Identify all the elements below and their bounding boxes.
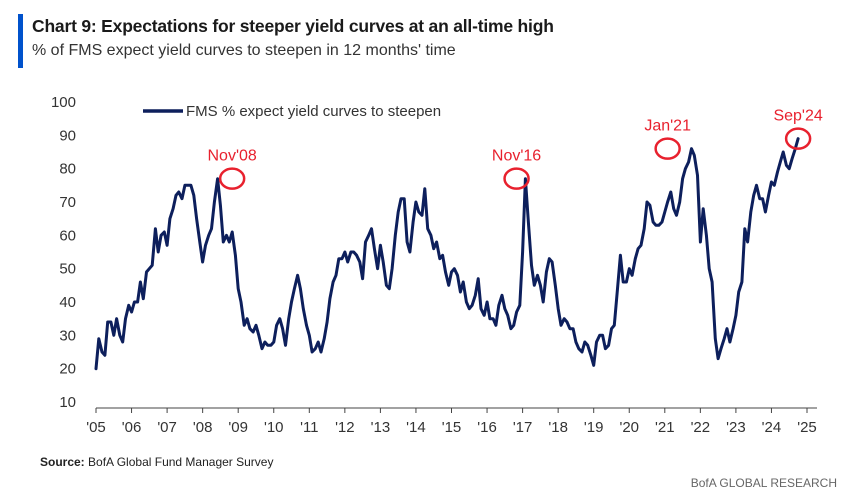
series-line — [94, 137, 800, 371]
x-tick-label: '12 — [335, 419, 355, 436]
x-tick-label: '14 — [406, 419, 426, 436]
y-tick-label: 60 — [59, 227, 76, 244]
y-tick-label: 20 — [59, 361, 76, 378]
annotation-circle — [218, 167, 246, 190]
x-tick-label: '16 — [477, 419, 497, 436]
x-tick-label: '05 — [86, 419, 106, 436]
annotation-label: Nov'08 — [208, 148, 257, 165]
legend-label: FMS % expect yield curves to steepen — [186, 103, 441, 120]
x-tick-label: '20 — [619, 419, 639, 436]
x-tick-label: '25 — [797, 419, 817, 436]
x-tick-label: '08 — [193, 419, 213, 436]
y-tick-label: 30 — [59, 327, 76, 344]
annotation-circle — [784, 127, 812, 150]
chart-title: Chart 9: Expectations for steeper yield … — [32, 16, 554, 36]
legend: FMS % expect yield curves to steepen — [143, 103, 441, 120]
y-tick-label: 90 — [59, 127, 76, 144]
source-label: Source: — [40, 455, 85, 469]
y-tick-label: 40 — [59, 294, 76, 311]
y-tick-label: 10 — [59, 394, 76, 411]
x-tick-label: '17 — [513, 419, 533, 436]
annotation-label: Sep'24 — [773, 108, 822, 125]
x-tick-label: '09 — [228, 419, 248, 436]
brand-footer: BofA GLOBAL RESEARCH — [690, 476, 837, 490]
annotation-label: Jan'21 — [644, 118, 691, 135]
title-accent-bar — [18, 14, 23, 68]
x-tick-label: '07 — [157, 419, 177, 436]
y-tick-label: 70 — [59, 194, 76, 211]
annotation-circle — [654, 137, 681, 160]
x-tick-label: '21 — [655, 419, 675, 436]
chart-subtitle: % of FMS expect yield curves to steepen … — [32, 42, 456, 59]
y-axis: 10 20 30 40 50 60 70 80 90 100 — [51, 94, 76, 411]
x-tick-label: '22 — [691, 419, 711, 436]
x-tick-label: '24 — [762, 419, 782, 436]
y-tick-label: 100 — [51, 94, 76, 111]
annotation-label: Nov'16 — [492, 148, 541, 165]
x-tick-label: '10 — [264, 419, 284, 436]
x-tick-label: '11 — [300, 419, 318, 436]
series-layer — [94, 137, 800, 371]
x-tick-label: '15 — [442, 419, 462, 436]
x-axis: '05 '06 '07 '08 '09 '10 '11 '12 '13 '14 '15 '16 '17 '… — [86, 407, 817, 436]
y-tick-label: 50 — [59, 261, 76, 278]
x-tick-label: '19 — [584, 419, 604, 436]
source-text: BofA Global Fund Manager Survey — [88, 455, 274, 469]
annotation-circle — [503, 167, 530, 190]
x-tick-label: '13 — [371, 419, 391, 436]
annotations-layer: Nov'08 Nov'16 Jan'21 Sep'24 — [208, 108, 823, 190]
x-tick-label: '18 — [548, 419, 568, 436]
y-tick-label: 80 — [59, 161, 76, 178]
x-tick-label: '06 — [122, 419, 142, 436]
source-note: Source: BofA Global Fund Manager Survey — [40, 455, 273, 469]
x-tick-label: '23 — [726, 419, 746, 436]
